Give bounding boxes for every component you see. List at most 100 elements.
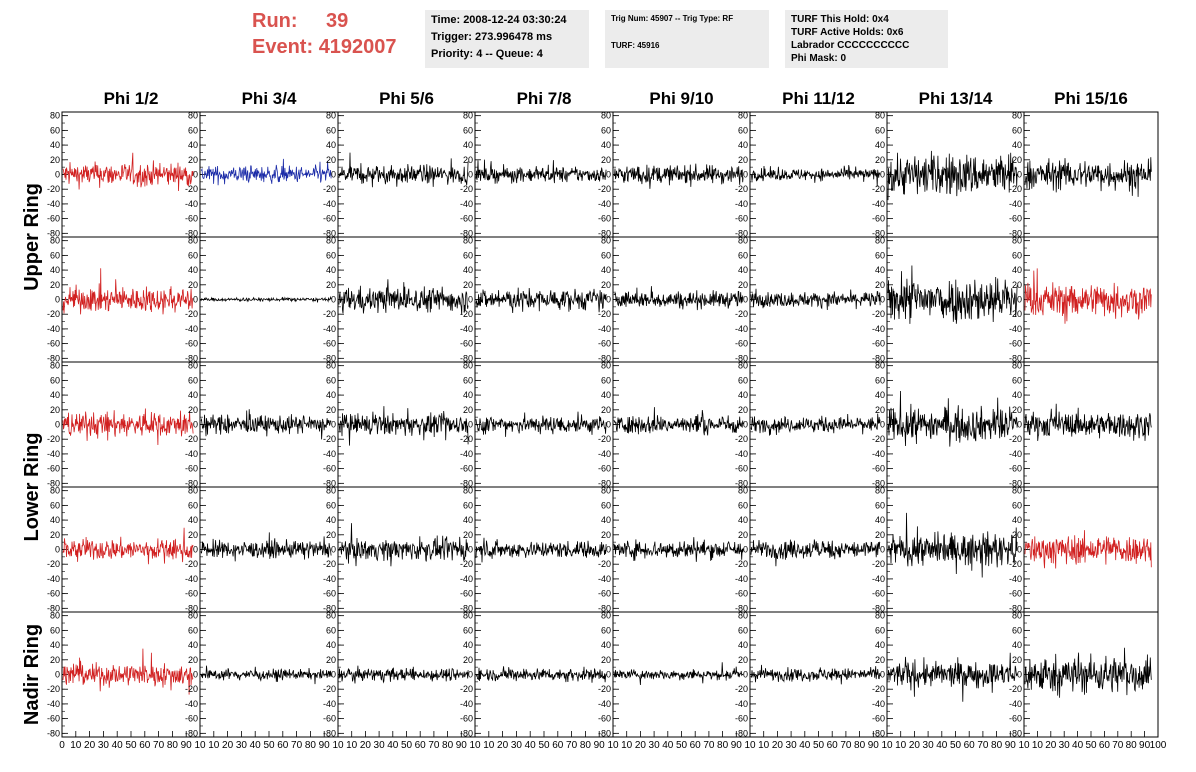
y-tick-label: 80 bbox=[875, 111, 885, 121]
y-tick-label: 40 bbox=[188, 265, 198, 275]
y-tick-label: -80 bbox=[735, 353, 748, 363]
y-tick-label: 60 bbox=[1012, 375, 1022, 385]
y-tick-label: 0 bbox=[743, 545, 748, 555]
y-tick-label: 60 bbox=[601, 125, 611, 135]
y-tick-label: 20 bbox=[188, 655, 198, 665]
y-tick-label: 20 bbox=[601, 155, 611, 165]
y-tick-label: -40 bbox=[47, 699, 60, 709]
y-tick-label: -80 bbox=[47, 728, 60, 738]
y-tick-label: -20 bbox=[735, 184, 748, 194]
y-tick-label: -20 bbox=[323, 309, 336, 319]
y-tick-label: 60 bbox=[50, 250, 60, 260]
y-tick-label: -60 bbox=[1009, 464, 1022, 474]
y-tick-label: 80 bbox=[326, 486, 336, 496]
x-tick-label: 20 bbox=[772, 740, 784, 751]
y-tick-label: 20 bbox=[50, 405, 60, 415]
y-tick-label: -20 bbox=[598, 434, 611, 444]
y-tick-label: 80 bbox=[463, 486, 473, 496]
waveform-trace bbox=[750, 664, 881, 685]
trig-info-box: Trig Num: 45907 -- Trig Type: RF TURF: 4… bbox=[605, 10, 769, 68]
y-tick-label: 20 bbox=[1012, 280, 1022, 290]
x-tick-label: 20 bbox=[360, 740, 372, 751]
y-tick-label: -40 bbox=[323, 449, 336, 459]
x-tick-label: 90 bbox=[181, 740, 193, 751]
y-tick-label: 60 bbox=[738, 625, 748, 635]
y-tick-label: -80 bbox=[598, 728, 611, 738]
x-tick-label: 70 bbox=[977, 740, 989, 751]
y-tick-label: 20 bbox=[50, 655, 60, 665]
x-tick-label: 20 bbox=[222, 740, 234, 751]
y-tick-label: 0 bbox=[193, 545, 198, 555]
y-tick-label: -60 bbox=[872, 589, 885, 599]
y-tick-label: -60 bbox=[47, 589, 60, 599]
y-tick-label: 0 bbox=[743, 670, 748, 680]
y-tick-label: -20 bbox=[1009, 434, 1022, 444]
y-tick-label: 0 bbox=[743, 170, 748, 180]
y-tick-label: 60 bbox=[50, 625, 60, 635]
y-tick-label: -60 bbox=[598, 339, 611, 349]
waveform-trace bbox=[62, 648, 194, 695]
x-tick-label: 80 bbox=[167, 740, 179, 751]
panel-frame bbox=[337, 361, 476, 488]
y-tick-label: -80 bbox=[598, 228, 611, 238]
x-tick-label: 10 bbox=[332, 740, 344, 751]
y-tick-label: 40 bbox=[601, 265, 611, 275]
y-tick-label: 80 bbox=[188, 236, 198, 246]
y-tick-label: 0 bbox=[606, 295, 611, 305]
y-tick-label: -80 bbox=[185, 353, 198, 363]
y-tick-label: 40 bbox=[50, 140, 60, 150]
x-tick-label: 30 bbox=[374, 740, 386, 751]
y-tick-label: -80 bbox=[1009, 228, 1022, 238]
y-tick-label: -60 bbox=[185, 714, 198, 724]
column-title: Phi 1/2 bbox=[104, 89, 159, 108]
y-tick-label: 40 bbox=[50, 265, 60, 275]
y-tick-label: -60 bbox=[735, 714, 748, 724]
trigger-text: Trigger: 273.996478 ms bbox=[431, 31, 553, 43]
y-tick-label: -60 bbox=[323, 214, 336, 224]
y-tick-label: -80 bbox=[460, 228, 473, 238]
waveform-trace bbox=[1024, 647, 1152, 698]
y-tick-label: -80 bbox=[872, 228, 885, 238]
y-tick-label: 60 bbox=[326, 625, 336, 635]
waveform-trace bbox=[750, 165, 881, 187]
x-tick-label: 20 bbox=[497, 740, 509, 751]
y-tick-label: -40 bbox=[735, 449, 748, 459]
y-tick-label: -20 bbox=[735, 559, 748, 569]
column-title: Phi 9/10 bbox=[649, 89, 713, 108]
y-tick-label: 0 bbox=[743, 295, 748, 305]
y-tick-label: 40 bbox=[326, 640, 336, 650]
x-tick-label: 80 bbox=[854, 740, 866, 751]
y-tick-label: 20 bbox=[875, 655, 885, 665]
y-tick-label: 60 bbox=[326, 375, 336, 385]
y-tick-label: -40 bbox=[47, 324, 60, 334]
y-tick-label: 0 bbox=[55, 545, 60, 555]
y-tick-label: 0 bbox=[331, 670, 336, 680]
y-tick-label: -40 bbox=[323, 324, 336, 334]
y-tick-label: 0 bbox=[193, 295, 198, 305]
y-tick-label: 0 bbox=[55, 670, 60, 680]
waveform-trace bbox=[1024, 268, 1152, 324]
y-tick-label: 80 bbox=[601, 111, 611, 121]
y-tick-label: 60 bbox=[601, 375, 611, 385]
y-tick-label: 60 bbox=[188, 375, 198, 385]
turf-active-holds-text: TURF Active Holds: 0x6 bbox=[791, 27, 904, 38]
x-tick-label: 60 bbox=[1099, 740, 1111, 751]
x-tick-label: 80 bbox=[991, 740, 1003, 751]
x-tick-label: 30 bbox=[511, 740, 523, 751]
x-tick-label: 40 bbox=[936, 740, 948, 751]
y-tick-label: 80 bbox=[738, 236, 748, 246]
x-tick-label: 100 bbox=[1150, 740, 1167, 751]
waveform-trace bbox=[1024, 157, 1152, 197]
y-tick-label: 80 bbox=[875, 361, 885, 371]
y-tick-label: 0 bbox=[331, 545, 336, 555]
x-tick-label: 60 bbox=[827, 740, 839, 751]
y-tick-label: -40 bbox=[598, 324, 611, 334]
y-tick-label: -80 bbox=[1009, 353, 1022, 363]
y-tick-label: -80 bbox=[872, 603, 885, 613]
x-tick-label: 0 bbox=[59, 740, 65, 751]
y-tick-label: 0 bbox=[193, 670, 198, 680]
y-tick-label: 0 bbox=[743, 420, 748, 430]
y-tick-label: 40 bbox=[463, 390, 473, 400]
x-tick-label: 70 bbox=[428, 740, 440, 751]
